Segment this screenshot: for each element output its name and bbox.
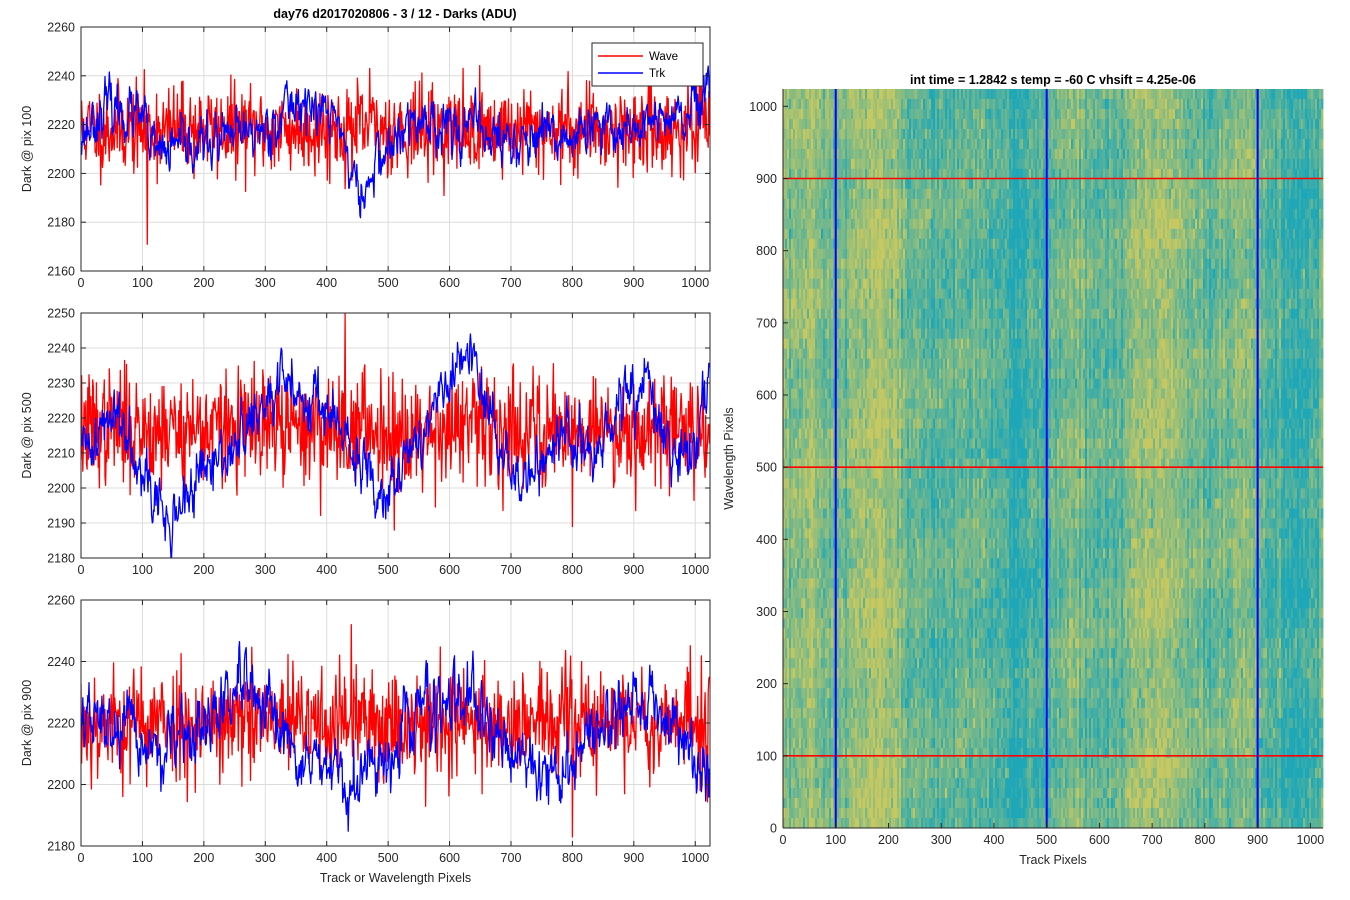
x-tick-label: 200 xyxy=(193,276,214,290)
x-tick-label: 0 xyxy=(78,563,85,577)
x-tick-label: 300 xyxy=(255,851,276,865)
y-tick-label: 2200 xyxy=(47,167,75,181)
heatmap-cells xyxy=(783,89,1323,828)
x-tick-label: 700 xyxy=(501,276,522,290)
heatmap-cell xyxy=(1321,139,1323,149)
heatmap-cell xyxy=(1321,159,1323,169)
heatmap-cell xyxy=(1321,149,1323,159)
heatmap-cell xyxy=(1321,219,1323,229)
y-tick-label: 2220 xyxy=(47,717,75,731)
y-tick-label: 2230 xyxy=(47,377,75,391)
x-tick-label: 600 xyxy=(439,851,460,865)
heatmap-cell xyxy=(1321,189,1323,199)
y-axis-label: Dark @ pix 100 xyxy=(20,106,34,192)
y-axis-label: Dark @ pix 500 xyxy=(20,392,34,478)
x-tick-label: 800 xyxy=(562,851,583,865)
y-tick-label: 2180 xyxy=(47,840,75,854)
x-tick-label: 600 xyxy=(439,276,460,290)
y-tick-label: 2180 xyxy=(47,216,75,230)
x-tick-label: 900 xyxy=(623,276,644,290)
legend-box xyxy=(592,43,703,86)
y-tick-label: 2220 xyxy=(47,412,75,426)
heatmap-cell xyxy=(1321,89,1323,99)
y-tick-label: 2200 xyxy=(47,482,75,496)
x-tick-label: 600 xyxy=(439,563,460,577)
heatmap-cell xyxy=(1321,109,1323,119)
x-tick-label: 1000 xyxy=(681,276,709,290)
x-tick-label: 500 xyxy=(378,563,399,577)
x-tick-label: 400 xyxy=(316,276,337,290)
x-axis-label: Track or Wavelength Pixels xyxy=(320,871,471,885)
heatmap-cell xyxy=(1321,249,1323,259)
x-tick-label: 800 xyxy=(562,563,583,577)
x-tick-label: 100 xyxy=(132,851,153,865)
y-tick-label: 2190 xyxy=(47,517,75,531)
figure-suptitle: day76 d2017020806 - 3 / 12 - Darks (ADU) xyxy=(273,7,516,21)
x-tick-label: 700 xyxy=(501,851,522,865)
heatmap-cell xyxy=(1321,179,1323,189)
y-tick-label: 2240 xyxy=(47,69,75,83)
heatmap-cell xyxy=(1321,129,1323,139)
y-tick-label: 2260 xyxy=(47,594,75,608)
heatmap-cell xyxy=(1321,199,1323,209)
heatmap-cell xyxy=(1321,209,1323,219)
x-tick-label: 300 xyxy=(255,563,276,577)
heatmap-cell xyxy=(1321,229,1323,239)
legend: Wave Trk xyxy=(592,43,703,86)
y-tick-label: 2160 xyxy=(47,265,75,279)
x-tick-label: 400 xyxy=(316,851,337,865)
x-tick-label: 100 xyxy=(132,563,153,577)
x-tick-label: 0 xyxy=(78,276,85,290)
y-tick-label: 2250 xyxy=(47,307,75,321)
y-tick-label: 2240 xyxy=(47,342,75,356)
heatmap-cell xyxy=(1321,119,1323,129)
y-tick-label: 2240 xyxy=(47,655,75,669)
heatmap-cell xyxy=(1321,99,1323,109)
y-tick-label: 2220 xyxy=(47,118,75,132)
y-axis-label: Dark @ pix 900 xyxy=(20,680,34,766)
x-tick-label: 500 xyxy=(378,276,399,290)
x-tick-label: 1000 xyxy=(681,851,709,865)
x-tick-label: 700 xyxy=(501,563,522,577)
heatmap-chart: 0 100 200 300 400 500 600 700 800 900 100001002003… xyxy=(722,73,1324,867)
x-tick-label: 200 xyxy=(193,563,214,577)
x-tick-label: 1000 xyxy=(681,563,709,577)
x-tick-label: 900 xyxy=(623,851,644,865)
x-tick-label: 800 xyxy=(562,276,583,290)
x-tick-label: 100 xyxy=(132,276,153,290)
legend-label: Trk xyxy=(649,68,665,80)
legend-label: Wave xyxy=(649,51,678,63)
x-tick-label: 0 xyxy=(78,851,85,865)
x-tick-label: 400 xyxy=(316,563,337,577)
y-tick-label: 2200 xyxy=(47,778,75,792)
x-tick-label: 300 xyxy=(255,276,276,290)
heatmap-cell xyxy=(1321,239,1323,249)
x-tick-label: 900 xyxy=(623,563,644,577)
x-tick-label: 500 xyxy=(378,851,399,865)
y-tick-label: 2180 xyxy=(47,552,75,566)
x-tick-label: 200 xyxy=(193,851,214,865)
y-tick-label: 2260 xyxy=(47,21,75,35)
y-tick-label: 2210 xyxy=(47,447,75,461)
